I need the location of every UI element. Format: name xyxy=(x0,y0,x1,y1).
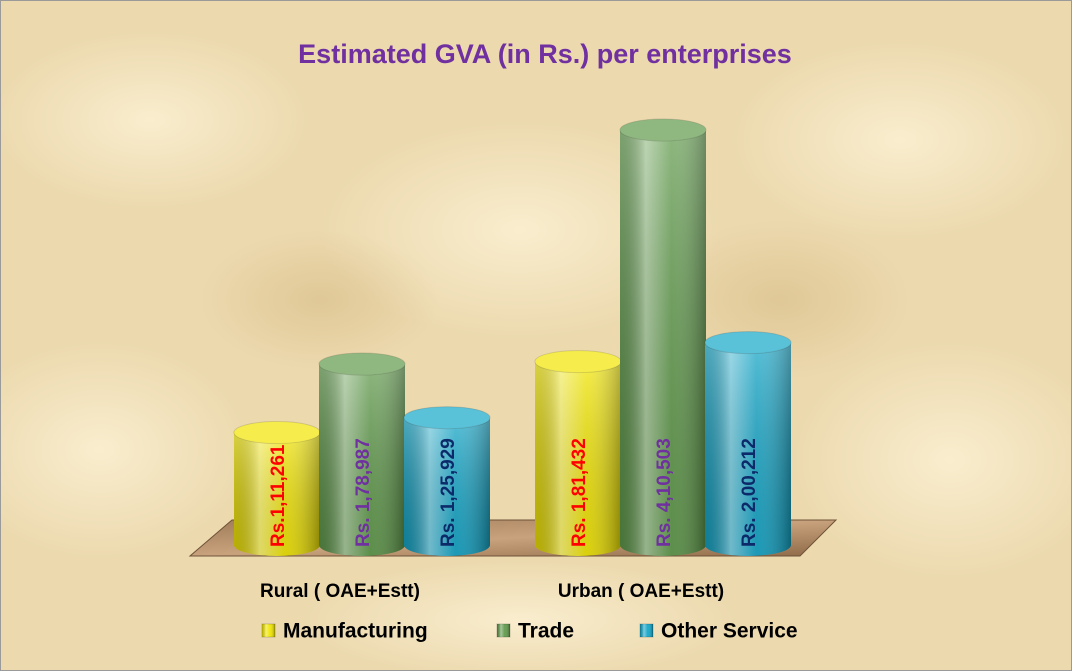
cylinder-top xyxy=(704,331,792,355)
chart-title: Estimated GVA (in Rs.) per enterprises xyxy=(298,39,792,69)
cylinder-top-highlight xyxy=(234,421,320,444)
legend-label: Trade xyxy=(518,620,574,643)
cylinder-shading xyxy=(234,432,320,556)
cylinder-shading xyxy=(404,417,490,556)
value-label: Rs. 2,00,212 xyxy=(739,438,760,547)
cylinder-shading xyxy=(620,130,706,556)
value-label: Rs. 4,10,503 xyxy=(654,438,675,547)
cylinder-top-highlight xyxy=(319,353,405,376)
legend-label: Manufacturing xyxy=(283,620,428,643)
value-label: Rs. 1,25,929 xyxy=(438,438,459,547)
cylinder-shading xyxy=(705,342,791,556)
cylinder-top-highlight xyxy=(535,350,621,373)
x-tick-label: Urban ( OAE+Estt) xyxy=(558,581,724,602)
cylinder-shading xyxy=(535,361,621,556)
cylinder-shading xyxy=(319,364,405,556)
cylinder-top-highlight xyxy=(404,406,490,429)
cylinder-top xyxy=(619,118,707,142)
x-tick-label: Rural ( OAE+Estt) xyxy=(260,581,420,602)
cylinder-top-highlight xyxy=(705,331,791,354)
cylinder-top xyxy=(403,406,491,430)
value-label: Rs. 1,78,987 xyxy=(353,438,374,547)
legend-swatch-shade xyxy=(497,624,510,637)
cylinder-top xyxy=(318,352,406,376)
value-label: Rs. 1,81,432 xyxy=(569,438,590,547)
legend-label: Other Service xyxy=(661,620,798,643)
legend-swatch-shade xyxy=(262,624,275,637)
value-label: Rs.1,11,261 xyxy=(268,444,289,547)
cylinder-top-highlight xyxy=(620,119,706,141)
legend-swatch-shade xyxy=(640,624,653,637)
